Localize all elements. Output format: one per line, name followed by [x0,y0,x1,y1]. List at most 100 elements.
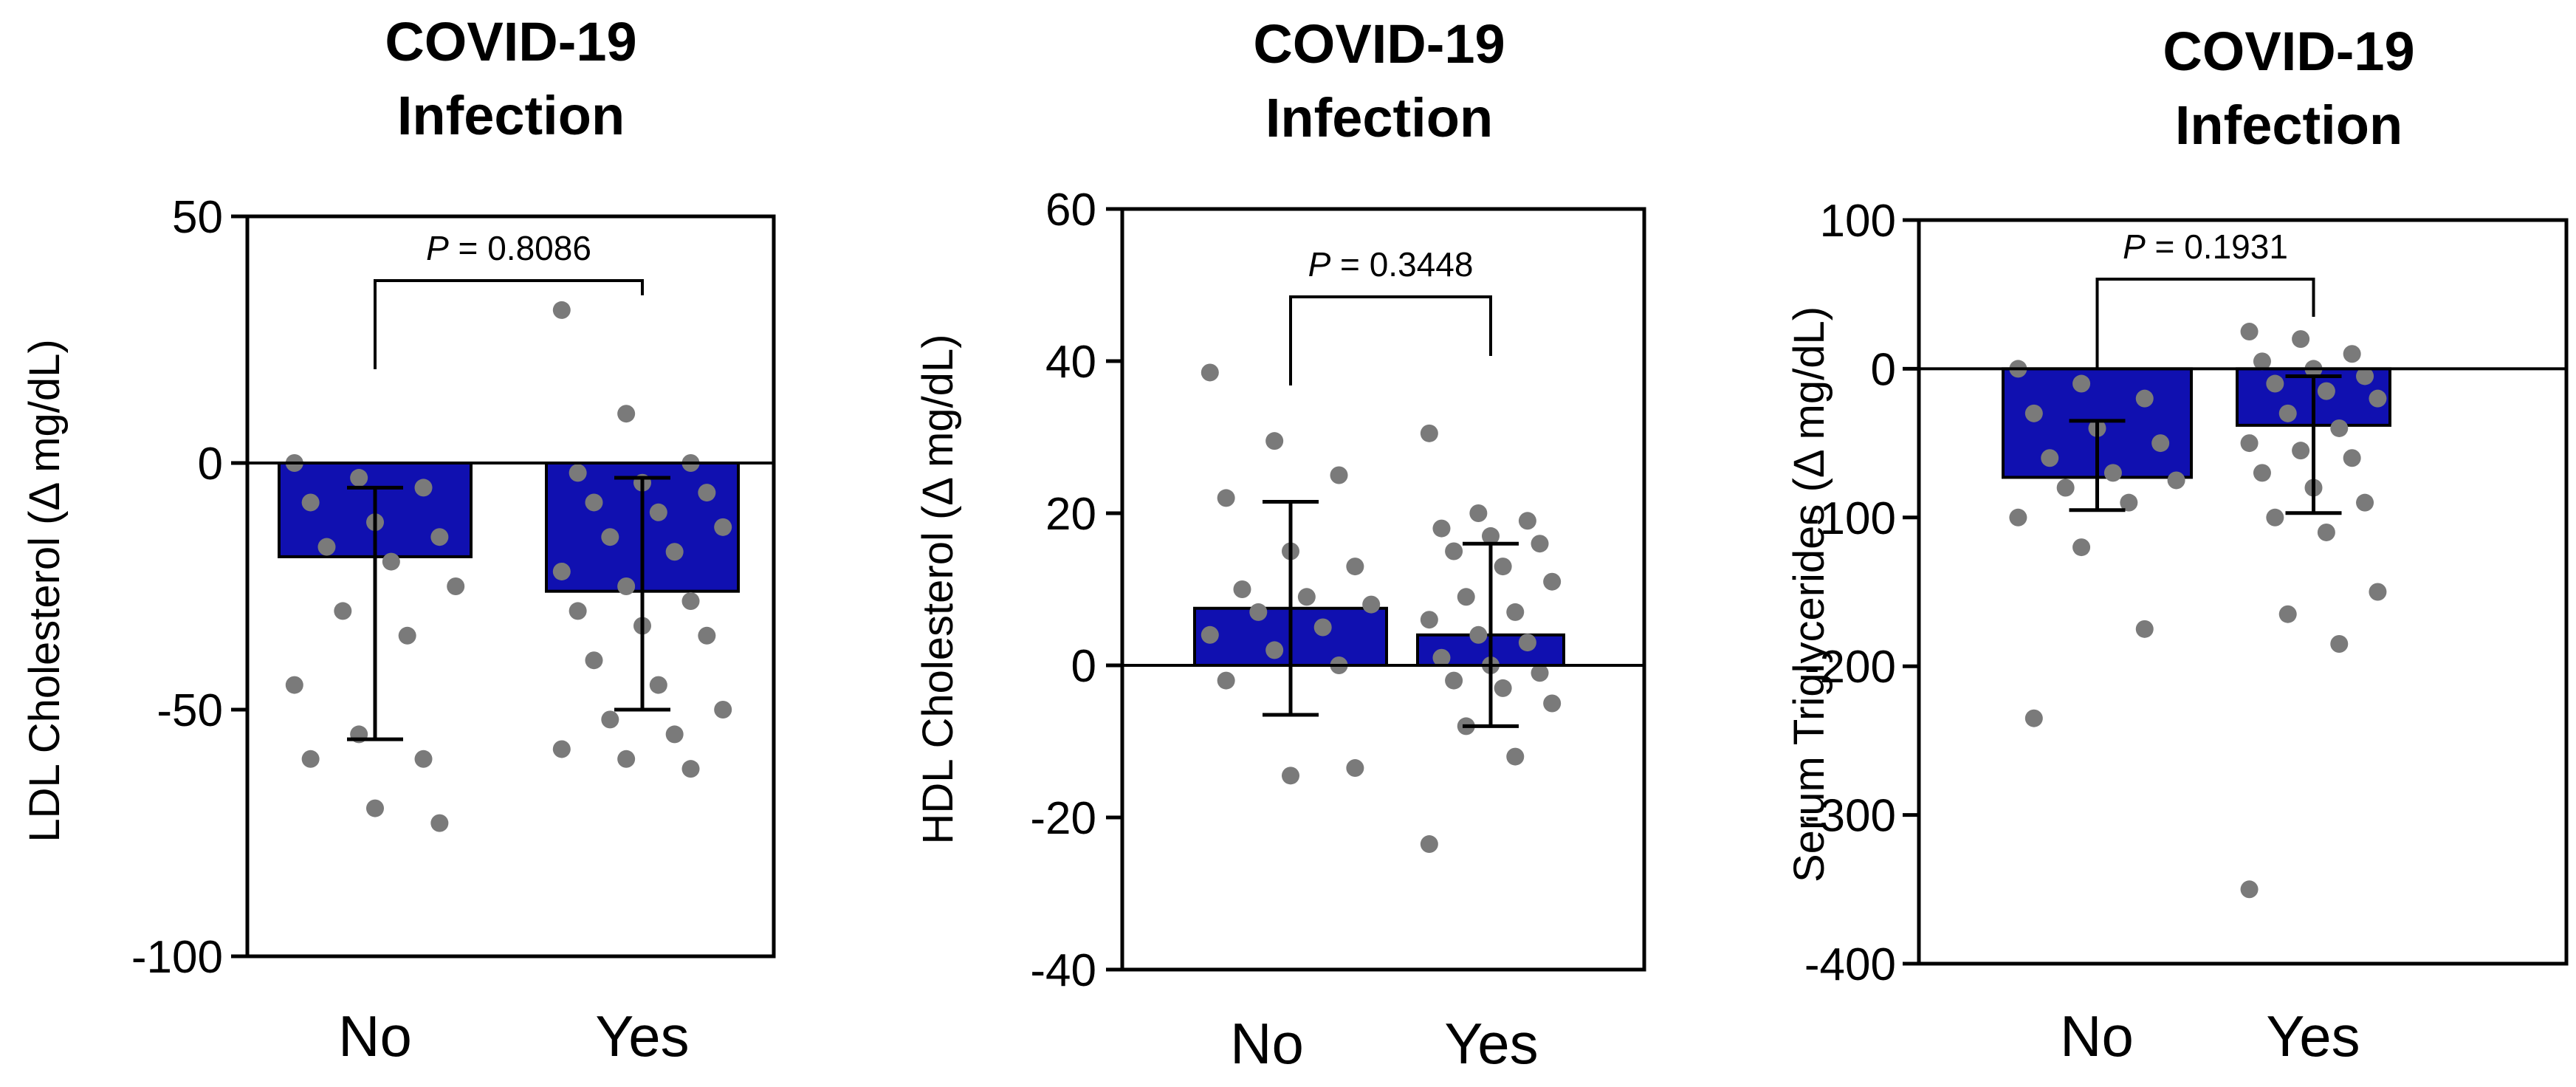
data-point [601,710,619,729]
data-point [1420,835,1438,854]
data-point [714,701,732,719]
y-tick-label: -100 [131,932,223,983]
data-point [1346,759,1364,778]
significance-bracket [1289,295,1492,385]
panel-title-line-1: COVID-19 [2163,21,2414,82]
data-point [569,602,587,620]
data-point [334,602,352,620]
x-category-label: No [1230,1011,1304,1076]
data-point [1531,535,1549,553]
y-tick-label: 0 [1871,344,1896,395]
data-point [2317,382,2335,400]
x-category-label: Yes [1444,1011,1538,1076]
panel-title-line-2: Infection [2175,95,2402,156]
data-point [552,740,571,758]
data-point [1518,634,1536,652]
y-tick-label: -200 [1804,642,1896,693]
y-tick-label: -20 [1030,793,1096,844]
panel-3: COVID-19 Infection Serum Triglycerides (Δ … [1785,21,2569,1069]
y-tick-label: 50 [172,192,223,243]
data-point [1330,466,1348,484]
data-point [1482,527,1500,545]
data-point [2292,442,2310,460]
data-point [366,799,384,817]
data-point [1543,572,1562,591]
data-point [1469,504,1488,522]
data-point [1531,664,1549,682]
data-point [2120,493,2138,512]
p-value-label: P = 0.3448 [1308,245,1474,284]
panels: COVID-19 Infection LDL Cholesterol (Δ mg/d… [21,11,2569,1076]
data-point [2343,345,2361,363]
plot-frame [1917,218,2569,966]
data-point [1313,618,1332,637]
data-point [585,651,603,670]
data-point [2369,389,2387,408]
data-point [1420,611,1438,629]
data-point [2135,620,2154,638]
data-point [1469,625,1488,644]
data-point [601,528,619,546]
data-point [2072,538,2091,557]
data-point [1543,694,1562,713]
data-point [1432,519,1451,538]
data-point [2240,434,2259,453]
data-point [681,760,700,778]
data-point [1445,542,1463,560]
data-point [2369,583,2387,601]
data-point [285,676,303,694]
data-point [1518,512,1536,530]
data-point [1233,580,1251,598]
data-point [1362,595,1381,614]
p-value-label: P = 0.8086 [426,229,591,267]
data-point [1201,625,1219,644]
data-point [649,503,667,521]
data-point [1457,588,1475,606]
data-point [1445,671,1463,690]
data-point [2135,389,2154,408]
y-tick-label: -40 [1030,945,1096,996]
data-point [2009,508,2027,527]
data-point [2103,464,2122,482]
data-point [350,469,368,487]
y-tick-label: 0 [1071,641,1096,692]
data-point [1432,648,1451,667]
y-axis-label: Serum Triglycerides (Δ mg/dL) [1785,306,1833,882]
p-value: = 0.3448 [1330,245,1473,284]
data-point [665,725,684,744]
data-point [2041,449,2059,467]
data-point [301,750,320,768]
y-tick-label: -400 [1804,939,1896,990]
data-point [1249,603,1268,621]
data-point [569,464,587,482]
y-tick-label: 60 [1045,185,1096,236]
data-point [2266,374,2284,393]
p-value: = 0.1931 [2146,227,2288,266]
data-point [1506,603,1525,621]
data-point [2056,479,2075,497]
data-point [414,479,433,497]
data-point [2072,374,2091,393]
data-point [1420,424,1438,442]
data-point [1346,558,1364,576]
data-point [2356,493,2374,512]
panel-2: COVID-19 Infection HDL Cholesterol (Δ mg/d… [914,13,1646,1076]
data-point [2167,471,2185,490]
data-point [1217,489,1235,507]
data-point [2253,352,2271,371]
data-point [665,543,684,561]
p-value: = 0.8086 [449,229,591,267]
y-tick-label: -50 [157,685,223,736]
data-point [430,528,449,546]
data-point [714,518,732,536]
data-point [698,626,716,645]
x-category-label: Yes [595,1004,689,1069]
data-point [617,577,636,595]
x-category-label: No [338,1004,412,1069]
data-point [1265,432,1284,450]
data-point [317,538,336,556]
significance-bracket [374,279,644,369]
data-point [398,626,416,645]
data-point [2292,330,2310,349]
y-tick-label: 0 [198,439,223,490]
